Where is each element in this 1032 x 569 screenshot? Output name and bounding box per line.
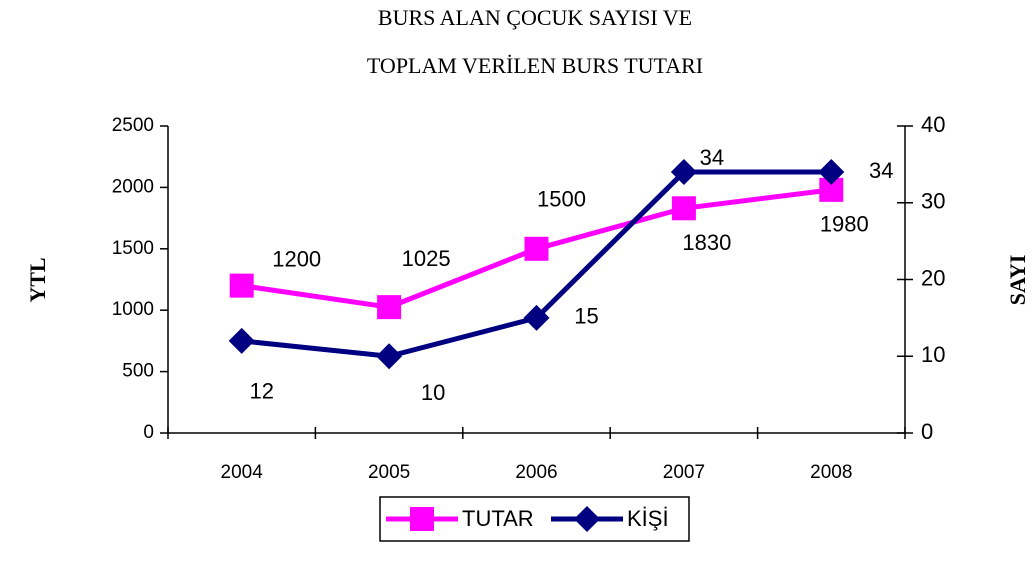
y2-axis-label: SAYI [1005,255,1030,306]
y-tick-label: 2500 [112,115,154,136]
data-point [671,196,696,221]
y-tick-label: 0 [143,422,154,443]
y2-tick-label: 10 [921,342,945,367]
data-label: 1830 [682,230,731,255]
y2-tick-label: 40 [921,112,945,137]
chart-title: TOPLAM VERİLEN BURS TUTARI [367,53,703,78]
legend-label: KİŞİ [627,506,669,531]
data-point [670,159,697,186]
legend-box [379,496,690,542]
y-tick-label: 2000 [112,176,154,197]
y-tick-label: 500 [122,361,154,382]
x-tick-label: 2006 [515,462,557,483]
data-label: 34 [869,158,893,183]
data-label: 1500 [537,187,586,212]
legend-marker [574,506,600,532]
data-point [524,236,549,261]
data-label: 12 [249,379,273,404]
y2-tick-label: 30 [921,189,945,214]
y-tick-label: 1500 [112,238,154,259]
data-point [818,159,845,186]
data-point [228,327,255,354]
x-tick-label: 2008 [810,462,852,483]
x-tick-label: 2004 [221,462,264,483]
y-axis-label: YTL [25,257,50,302]
data-label: 10 [421,380,445,405]
data-label: 15 [574,304,598,329]
data-label: 1980 [820,212,869,237]
data-label: 34 [700,145,724,170]
legend-label: TUTAR [462,506,534,531]
y2-tick-label: 0 [921,419,933,444]
data-point [229,273,254,298]
data-point [377,295,402,320]
x-tick-label: 2007 [663,462,705,483]
data-point [523,304,550,331]
legend-marker [410,507,434,531]
y2-tick-label: 20 [921,265,945,290]
x-tick-label: 2005 [368,462,410,483]
chart-title: BURS ALAN ÇOCUK SAYISI VE [378,5,692,30]
y-tick-label: 1000 [112,299,154,320]
data-label: 1200 [272,246,321,271]
data-point [376,343,403,370]
data-label: 1025 [402,246,451,271]
